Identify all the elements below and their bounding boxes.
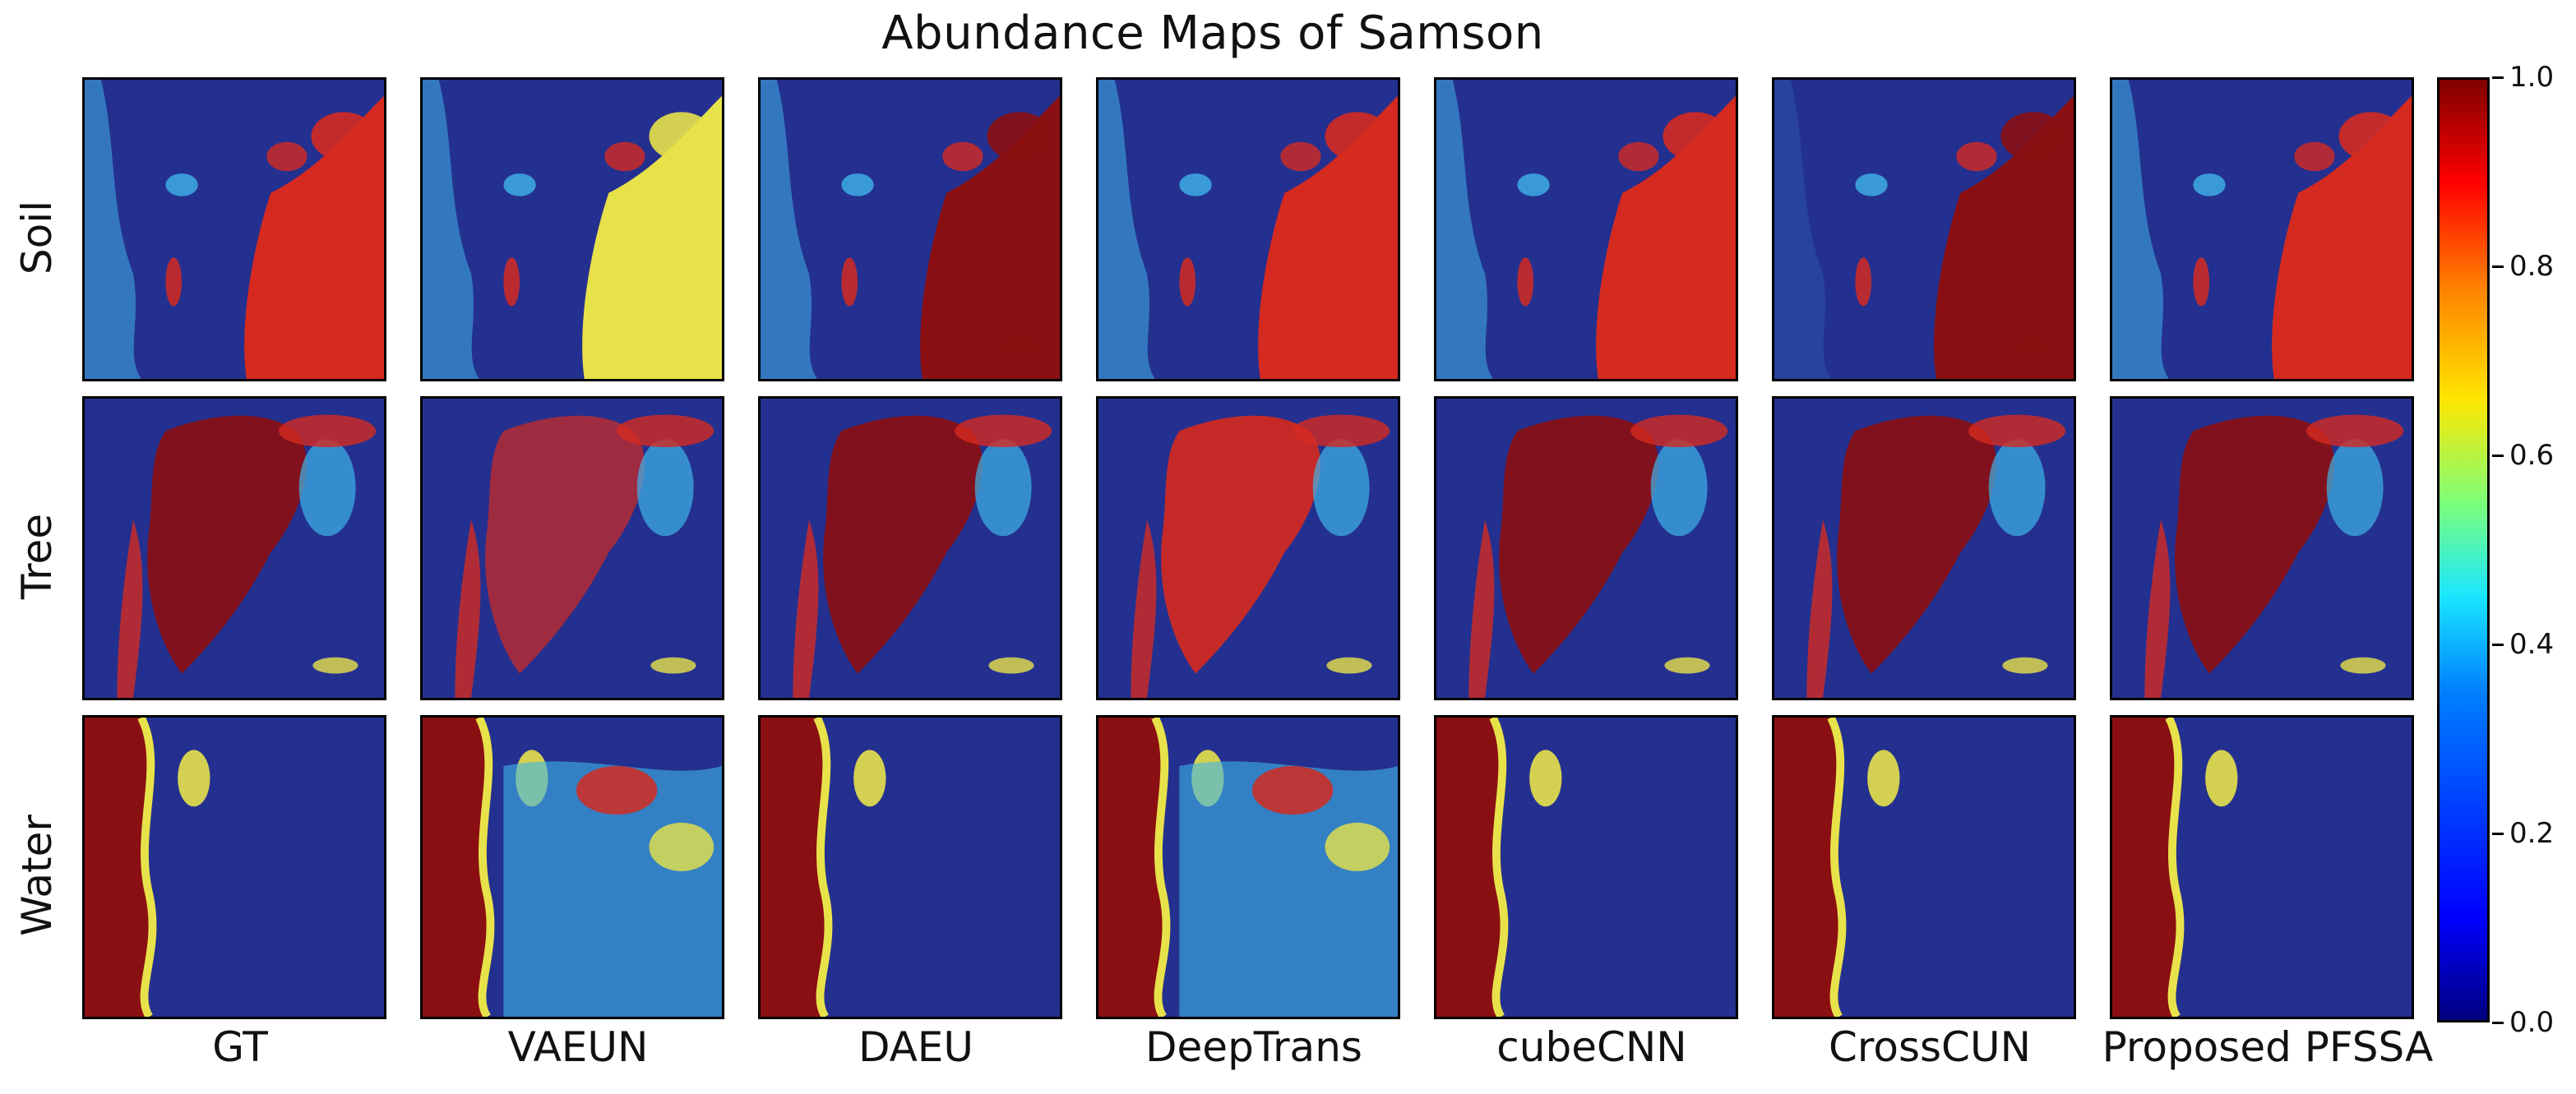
abundance-map-tree-proposed-pfssa [2110, 396, 2414, 700]
abundance-map-tree-crosscun [1772, 396, 2076, 700]
colorbar-tick [2492, 1022, 2504, 1024]
abundance-map-soil-gt [82, 77, 386, 381]
column-label-cubecnn: cubeCNN [1496, 1023, 1687, 1071]
row-label-tree: Tree [13, 513, 61, 600]
abundance-map-tree-gt [82, 396, 386, 700]
abundance-map-soil-crosscun [1772, 77, 2076, 381]
column-label-proposed-pfssa: Proposed PFSSA [2102, 1023, 2434, 1071]
abundance-map-water-cubecnn [1434, 715, 1738, 1019]
abundance-map-soil-cubecnn [1434, 77, 1738, 381]
column-label-crosscun: CrossCUN [1829, 1023, 2031, 1071]
colorbar-tick-label: 0.6 [2509, 439, 2555, 472]
abundance-map-tree-deeptrans [1096, 396, 1400, 700]
column-label-deeptrans: DeepTrans [1145, 1023, 1362, 1071]
colorbar-tick-label: 0.2 [2509, 817, 2555, 850]
colorbar-tick-label: 0.8 [2509, 250, 2555, 283]
colorbar-tick [2492, 644, 2504, 646]
colorbar-tick [2492, 265, 2504, 268]
abundance-map-water-vaeun [420, 715, 724, 1019]
abundance-map-soil-deeptrans [1096, 77, 1400, 381]
abundance-map-soil-vaeun [420, 77, 724, 381]
abundance-map-water-deeptrans [1096, 715, 1400, 1019]
colorbar-tick [2492, 833, 2504, 835]
colorbar-tick-label: 0.0 [2509, 1006, 2555, 1039]
column-label-daeu: DAEU [858, 1023, 974, 1071]
colorbar [2437, 77, 2490, 1022]
row-label-soil: Soil [13, 200, 61, 275]
colorbar-tick [2492, 455, 2504, 457]
figure-title: Abundance Maps of Samson [881, 7, 1544, 60]
abundance-map-tree-cubecnn [1434, 396, 1738, 700]
abundance-map-soil-proposed-pfssa [2110, 77, 2414, 381]
abundance-map-tree-vaeun [420, 396, 724, 700]
colorbar-tick [2492, 76, 2504, 79]
abundance-map-water-proposed-pfssa [2110, 715, 2414, 1019]
column-label-vaeun: VAEUN [507, 1023, 649, 1071]
abundance-map-soil-daeu [758, 77, 1062, 381]
colorbar-tick-label: 0.4 [2509, 628, 2555, 661]
abundance-map-tree-daeu [758, 396, 1062, 700]
abundance-map-water-gt [82, 715, 386, 1019]
row-label-water: Water [13, 815, 61, 936]
abundance-map-water-crosscun [1772, 715, 2076, 1019]
colorbar-tick-label: 1.0 [2509, 61, 2555, 94]
column-label-gt: GT [212, 1023, 268, 1071]
abundance-map-water-daeu [758, 715, 1062, 1019]
